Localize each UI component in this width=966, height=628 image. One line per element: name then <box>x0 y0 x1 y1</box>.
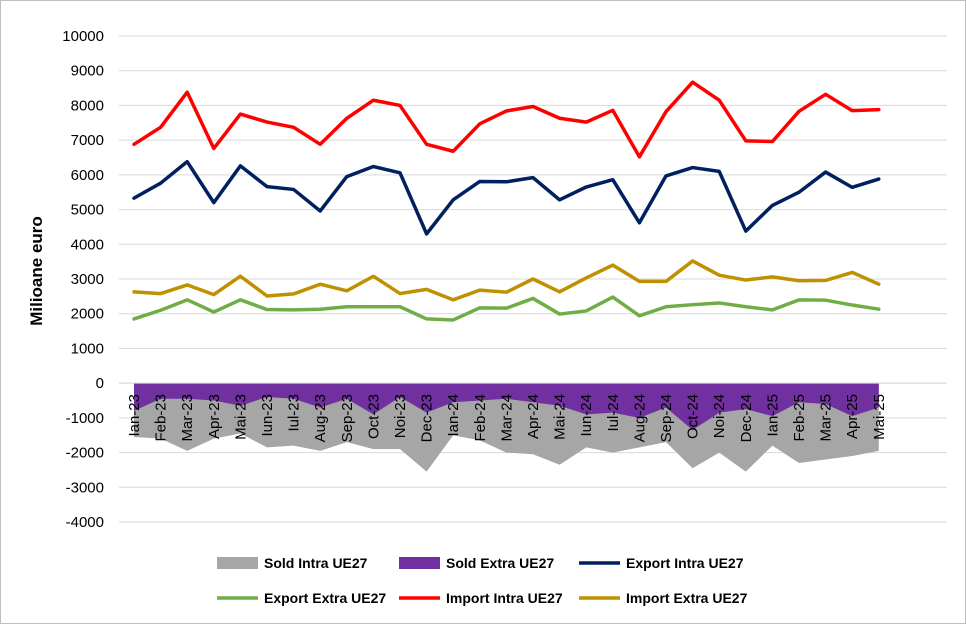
y-tick-label: -3000 <box>66 479 104 496</box>
legend-item-sold-extra-ue27: Sold Extra UE27 <box>399 555 554 571</box>
y-tick-label: 0 <box>96 375 104 392</box>
series-line-export-intra-ue27 <box>132 159 881 236</box>
y-tick-label: 2000 <box>71 306 104 323</box>
y-tick-label: 5000 <box>71 202 104 219</box>
area-series <box>119 382 947 472</box>
x-tick-label: Noi-24 <box>711 394 728 438</box>
y-tick-label: 4000 <box>71 236 104 253</box>
y-tick-label: 3000 <box>71 271 104 288</box>
x-tick-label: Mar-23 <box>179 394 196 442</box>
x-tick-label: Apr-25 <box>844 394 861 439</box>
x-tick-label: Mai-25 <box>871 394 888 440</box>
y-tick-labels: 1000090008000700060005000400030002000100… <box>62 28 104 531</box>
y-tick-label: 1000 <box>71 340 104 357</box>
legend: Sold Intra UE27 Sold Extra UE27 Export Int… <box>217 555 748 606</box>
x-tick-label: Sep-24 <box>658 394 675 442</box>
y-axis-label: Milioane euro <box>27 216 46 326</box>
x-tick-label: Apr-24 <box>525 394 542 439</box>
y-tick-label: -4000 <box>66 514 104 531</box>
x-tick-label: Dec-24 <box>738 394 755 442</box>
x-tick-label: Iul-23 <box>286 394 303 432</box>
legend-item-export-extra-ue27: Export Extra UE27 <box>217 590 386 606</box>
x-tick-label: Feb-23 <box>153 394 170 442</box>
legend-label: Export Extra UE27 <box>264 590 386 606</box>
x-tick-label: Ian-23 <box>126 394 143 437</box>
x-tick-label: Mar-25 <box>818 394 835 442</box>
x-tick-label: Dec-23 <box>419 394 436 442</box>
legend-item-import-intra-ue27: Import Intra UE27 <box>399 590 563 606</box>
x-tick-label: Apr-23 <box>206 394 223 439</box>
y-tick-label: 7000 <box>71 132 104 149</box>
series-line-import-extra-ue27 <box>132 259 881 302</box>
x-tick-label: Feb-25 <box>791 394 808 442</box>
y-tick-label: -2000 <box>66 445 104 462</box>
x-tick-label: Sep-23 <box>339 394 356 442</box>
y-tick-label: 10000 <box>62 28 104 45</box>
y-tick-label: -1000 <box>66 410 104 427</box>
x-tick-label: Feb-24 <box>472 394 489 442</box>
legend-label: Sold Intra UE27 <box>264 555 368 571</box>
x-tick-label: Oct-24 <box>685 394 702 439</box>
x-tick-label: Noi-23 <box>392 394 409 438</box>
line-series <box>132 80 881 322</box>
series-line-export-extra-ue27 <box>132 295 881 322</box>
area-sold-extra-ue27 <box>134 383 879 431</box>
x-tick-label: Mar-24 <box>498 394 515 442</box>
x-tick-label: Iun-24 <box>578 394 595 437</box>
x-tick-label: Iul-24 <box>605 394 622 432</box>
x-tick-label: Mai-23 <box>232 394 249 440</box>
legend-swatch <box>217 557 258 569</box>
legend-label: Import Extra UE27 <box>626 590 748 606</box>
x-tick-labels: Ian-23 Feb-23 Mar-23 Apr-23 Mai-23 Iun-23 Iul-… <box>126 394 888 442</box>
x-tick-label: Aug-24 <box>631 394 648 442</box>
legend-label: Import Intra UE27 <box>446 590 563 606</box>
x-tick-label: Aug-23 <box>312 394 329 442</box>
x-tick-label: Iun-23 <box>259 394 276 437</box>
y-tick-label: 9000 <box>71 63 104 80</box>
legend-label: Export Intra UE27 <box>626 555 744 571</box>
x-tick-label: Ian-25 <box>764 394 781 437</box>
legend-label: Sold Extra UE27 <box>446 555 554 571</box>
x-tick-label: Ian-24 <box>445 394 462 437</box>
legend-item-import-extra-ue27: Import Extra UE27 <box>579 590 748 606</box>
legend-swatch <box>399 557 440 569</box>
y-tick-label: 8000 <box>71 97 104 114</box>
x-tick-label: Mai-24 <box>552 394 569 440</box>
legend-item-sold-intra-ue27: Sold Intra UE27 <box>217 555 368 571</box>
x-tick-label: Oct-23 <box>365 394 382 439</box>
legend-item-export-intra-ue27: Export Intra UE27 <box>579 555 744 571</box>
y-tick-label: 6000 <box>71 167 104 184</box>
series-line-import-intra-ue27 <box>132 80 881 159</box>
